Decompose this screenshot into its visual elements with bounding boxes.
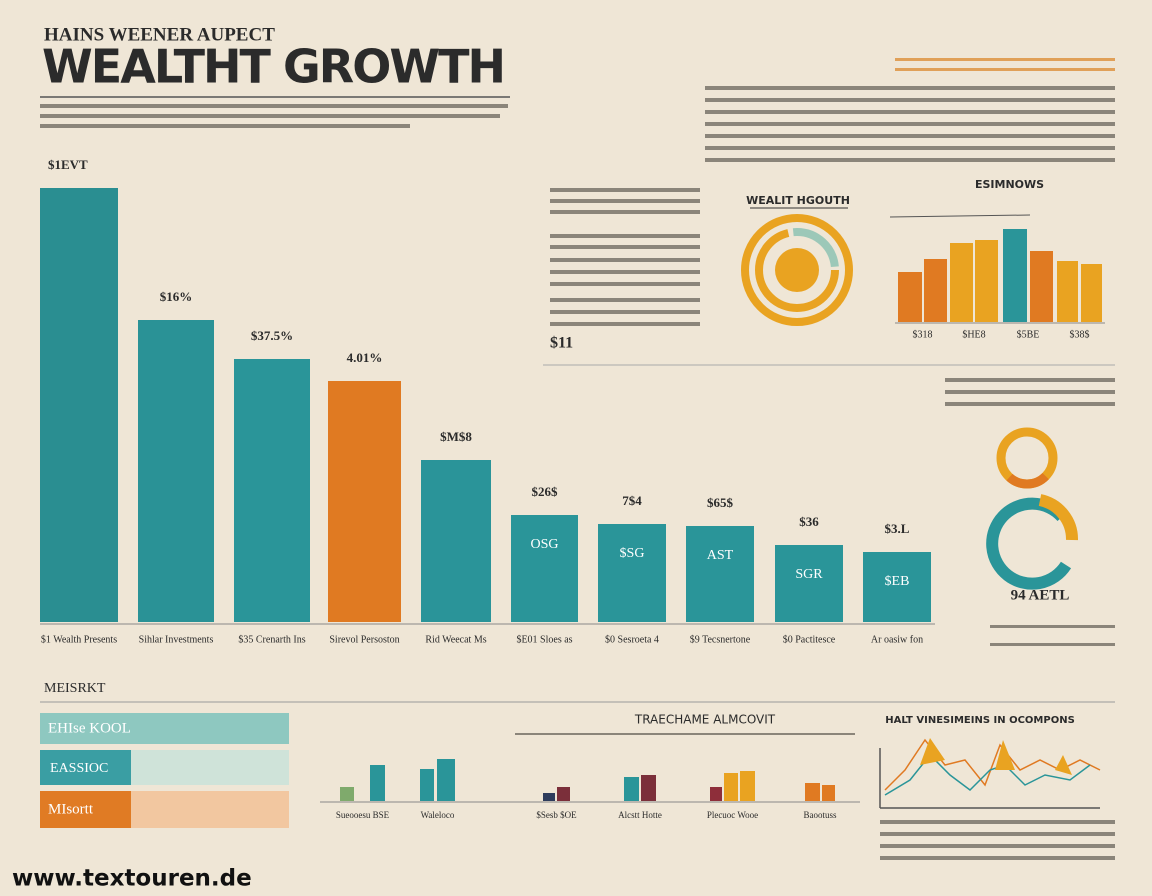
market-row bbox=[40, 791, 131, 828]
donut bbox=[741, 214, 853, 326]
value-label: $M$8 bbox=[440, 429, 472, 444]
market-row bbox=[40, 713, 289, 744]
category-label: Alcstt Hotte bbox=[618, 810, 662, 820]
bar bbox=[1003, 229, 1027, 322]
category-label: Sirevol Persoston bbox=[329, 634, 399, 645]
pointer bbox=[889, 214, 1031, 218]
category-label: Ar oasiw fon bbox=[871, 634, 923, 645]
category-label: $5BE bbox=[1017, 329, 1040, 340]
value-label: $1EVT bbox=[48, 157, 88, 172]
bar bbox=[975, 240, 998, 322]
category-label: $1 Wealth Presents bbox=[41, 634, 117, 645]
kicker: HAINS WEENER AUPECT bbox=[44, 24, 275, 45]
bar bbox=[805, 783, 820, 801]
bottom-title: TRAECHAME ALMCOVIT bbox=[634, 713, 776, 727]
category-label: Rid Weecat Ms bbox=[425, 634, 486, 645]
category-label: $0 Sesroeta 4 bbox=[605, 634, 659, 645]
bar bbox=[340, 787, 354, 801]
market-item: MIsortt bbox=[48, 801, 94, 817]
bar bbox=[686, 526, 754, 622]
value-label: 7$4 bbox=[622, 493, 642, 508]
bar bbox=[557, 787, 570, 801]
market-item: EASSIOC bbox=[50, 761, 108, 776]
category-label: Plecuoc Wooe bbox=[707, 810, 758, 820]
market-row bbox=[131, 791, 289, 828]
bar bbox=[950, 243, 973, 322]
note-figure: $11 bbox=[550, 335, 573, 352]
bar bbox=[138, 320, 214, 622]
bar bbox=[1081, 264, 1102, 322]
market-row bbox=[131, 750, 289, 785]
inner-label: $EB bbox=[885, 574, 910, 589]
bar bbox=[624, 777, 639, 801]
value-label: $65$ bbox=[707, 495, 734, 510]
bar bbox=[328, 381, 401, 622]
value-label: 4.01% bbox=[347, 350, 383, 365]
bar bbox=[437, 759, 455, 801]
donut-title: WEALIT HGOUTH bbox=[746, 194, 850, 207]
donut-small bbox=[986, 427, 1078, 590]
value-label: $37.5% bbox=[251, 328, 293, 343]
category-label: $38$ bbox=[1070, 329, 1090, 340]
category-label: Sueooesu BSE bbox=[336, 810, 390, 820]
inner-label: OSG bbox=[530, 537, 558, 552]
line-title: HALT VINESIMEINS IN OCOMPONS bbox=[885, 715, 1075, 726]
bar bbox=[822, 785, 835, 801]
bar bbox=[775, 545, 843, 622]
market-item: EHIse KOOL bbox=[48, 720, 131, 736]
bar bbox=[641, 775, 656, 801]
value-label: $16% bbox=[160, 289, 193, 304]
line-sketch bbox=[879, 738, 1101, 809]
bar bbox=[420, 769, 434, 801]
bar bbox=[724, 773, 738, 801]
inner-label: $SG bbox=[620, 546, 645, 561]
category-label: $9 Tecsnertone bbox=[690, 634, 751, 645]
headline: WEALTHT GROWTH bbox=[42, 40, 506, 94]
bar bbox=[370, 765, 385, 801]
bar bbox=[710, 787, 722, 801]
category-label: Sihlar Investments bbox=[139, 634, 214, 645]
market-row bbox=[40, 750, 131, 785]
bar bbox=[863, 552, 931, 622]
bar bbox=[40, 188, 118, 622]
bar bbox=[543, 793, 555, 801]
category-label: Baootuss bbox=[803, 810, 837, 820]
category-label: $HE8 bbox=[962, 329, 985, 340]
watermark: www.textouren.de bbox=[12, 866, 252, 892]
category-label: $0 Pactitesce bbox=[783, 634, 836, 645]
category-label: Waleloco bbox=[421, 810, 455, 820]
bar bbox=[598, 524, 666, 622]
bar bbox=[1030, 251, 1053, 322]
inner-label: AST bbox=[707, 548, 734, 563]
inner-label: SGR bbox=[795, 567, 823, 582]
bar bbox=[1057, 261, 1078, 322]
bar bbox=[740, 771, 755, 801]
category-label: $318 bbox=[913, 329, 933, 340]
small-chart-title: ESIMNOWS bbox=[975, 178, 1044, 191]
market-title: MEISRKT bbox=[44, 681, 106, 696]
category-label: $E01 Sloes as bbox=[516, 634, 572, 645]
category-label: $Sesb $OE bbox=[536, 810, 577, 820]
side-figure: 94 AETL bbox=[1011, 587, 1070, 603]
bar bbox=[898, 272, 922, 322]
bar bbox=[421, 460, 491, 622]
category-label: $35 Crenarth Ins bbox=[238, 634, 305, 645]
bar bbox=[234, 359, 310, 622]
bar bbox=[511, 515, 578, 622]
value-label: $3.L bbox=[885, 521, 910, 536]
value-label: $26$ bbox=[532, 484, 559, 499]
bar bbox=[924, 259, 947, 322]
value-label: $36 bbox=[799, 514, 819, 529]
